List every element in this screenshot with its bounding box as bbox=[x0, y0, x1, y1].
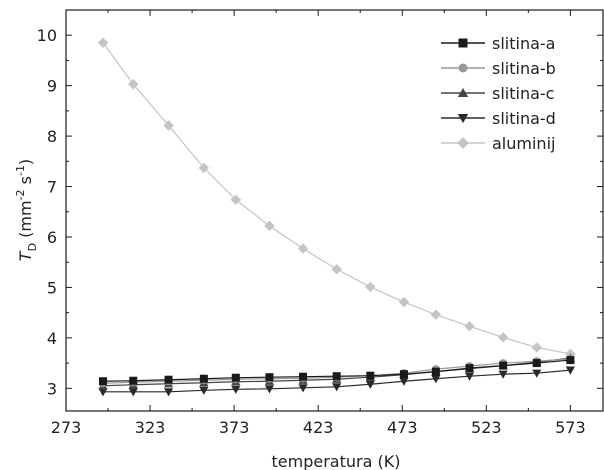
y-tick-label: 7 bbox=[47, 178, 57, 197]
data-point-slitina-d bbox=[98, 388, 108, 397]
y-axis-label-exp2: -1 bbox=[14, 165, 27, 176]
legend-marker bbox=[457, 137, 469, 149]
data-point-slitina-a bbox=[129, 376, 138, 385]
data-point-slitina-a bbox=[199, 374, 208, 383]
data-point-slitina-a bbox=[465, 364, 474, 373]
legend-marker bbox=[457, 87, 469, 98]
y-tick-label: 8 bbox=[47, 127, 57, 146]
data-point-slitina-d bbox=[399, 377, 409, 386]
data-point-aluminij bbox=[230, 194, 242, 205]
data-point-slitina-d bbox=[431, 375, 441, 384]
data-point-aluminij bbox=[97, 37, 109, 48]
data-point-slitina-d bbox=[264, 385, 275, 394]
y-tick-label: 9 bbox=[47, 77, 57, 96]
data-point-aluminij bbox=[531, 342, 542, 353]
data-point-slitina-a bbox=[499, 361, 508, 370]
data-point-aluminij bbox=[497, 332, 509, 343]
data-point-slitina-a bbox=[299, 372, 308, 381]
series-aluminij bbox=[97, 37, 576, 360]
data-point-slitina-a bbox=[98, 377, 107, 386]
data-point-slitina-d bbox=[332, 383, 342, 392]
data-point-aluminij bbox=[163, 120, 174, 131]
x-tick-label: 323 bbox=[135, 418, 166, 437]
data-point-slitina-a bbox=[164, 375, 173, 384]
data-point-slitina-d bbox=[231, 385, 241, 394]
data-point-aluminij bbox=[198, 162, 210, 174]
data-point-slitina-a bbox=[332, 372, 341, 381]
ticks: 273 323 373 423 473 523 573 3 4 5 6 7 8 9 10 bbox=[37, 10, 603, 437]
legend-item-slitina-b: slitina-b bbox=[441, 59, 556, 78]
y-tick-label: 10 bbox=[37, 26, 57, 45]
legend-marker bbox=[458, 38, 468, 48]
data-point-slitina-d bbox=[464, 372, 475, 381]
data-point-slitina-a bbox=[566, 356, 575, 365]
legend-label: slitina-d bbox=[492, 109, 556, 128]
data-point-aluminij bbox=[464, 321, 475, 332]
data-point-aluminij bbox=[398, 296, 410, 308]
data-point-slitina-a bbox=[231, 373, 240, 382]
legend-marker bbox=[457, 113, 469, 124]
y-axis-label-unit2: s bbox=[16, 176, 35, 189]
legend-item-aluminij: aluminij bbox=[441, 134, 555, 153]
y-axis-label: TD (mm-2 s-1) bbox=[14, 159, 39, 261]
x-tick-label: 573 bbox=[555, 418, 586, 437]
data-point-aluminij bbox=[264, 220, 275, 232]
series-slitina-d bbox=[98, 366, 575, 397]
y-tick-label: 4 bbox=[47, 329, 57, 348]
data-point-slitina-a bbox=[399, 370, 408, 379]
series-slitina-a bbox=[98, 356, 575, 386]
legend-label: slitina-a bbox=[492, 34, 555, 53]
data-point-slitina-d bbox=[365, 380, 375, 389]
y-tick-label: 3 bbox=[47, 379, 57, 398]
data-point-slitina-a bbox=[532, 359, 541, 368]
data-point-slitina-a bbox=[431, 367, 440, 376]
x-tick-label: 473 bbox=[387, 418, 418, 437]
y-axis-label-subscript: D bbox=[26, 243, 39, 251]
y-axis-label-unit: (mm bbox=[16, 200, 35, 243]
y-axis-label-symbol: T bbox=[16, 250, 35, 261]
data-point-slitina-d bbox=[565, 366, 575, 375]
x-tick-label: 423 bbox=[303, 418, 334, 437]
data-point-slitina-a bbox=[366, 371, 375, 380]
y-tick-label: 5 bbox=[47, 278, 57, 297]
axes bbox=[65, 9, 604, 412]
data-point-aluminij bbox=[365, 281, 376, 293]
data-point-slitina-d bbox=[532, 369, 542, 378]
legend-item-slitina-d: slitina-d bbox=[441, 109, 556, 128]
data-point-slitina-d bbox=[298, 384, 308, 393]
legend-label: slitina-b bbox=[492, 59, 556, 78]
x-axis-label: temperatura (K) bbox=[272, 452, 401, 470]
data-point-aluminij bbox=[331, 264, 342, 275]
x-tick-label: 373 bbox=[219, 418, 250, 437]
y-tick-label: 6 bbox=[47, 228, 57, 247]
data-point-slitina-a bbox=[265, 373, 274, 382]
data-point-slitina-d bbox=[199, 386, 209, 395]
data-point-aluminij bbox=[297, 243, 309, 254]
x-tick-label: 523 bbox=[471, 418, 502, 437]
data-point-aluminij bbox=[128, 78, 139, 90]
y-axis-label-exp1: -2 bbox=[14, 189, 27, 200]
y-axis-label-close: ) bbox=[16, 159, 35, 165]
legend-label: aluminij bbox=[492, 134, 555, 153]
data-point-slitina-d bbox=[498, 370, 508, 379]
data-point-slitina-d bbox=[128, 388, 138, 397]
legend-item-slitina-a: slitina-a bbox=[441, 34, 555, 53]
legend-marker bbox=[458, 63, 468, 73]
legend-item-slitina-c: slitina-c bbox=[441, 84, 554, 103]
data-point-slitina-d bbox=[163, 388, 174, 397]
legend-label: slitina-c bbox=[492, 84, 554, 103]
legend: slitina-a slitina-b slitina-c slitina-d alum… bbox=[441, 34, 556, 153]
x-tick-label: 273 bbox=[51, 418, 82, 437]
plot-series bbox=[97, 37, 576, 397]
data-point-aluminij bbox=[430, 309, 442, 320]
plot-frame bbox=[65, 9, 604, 412]
